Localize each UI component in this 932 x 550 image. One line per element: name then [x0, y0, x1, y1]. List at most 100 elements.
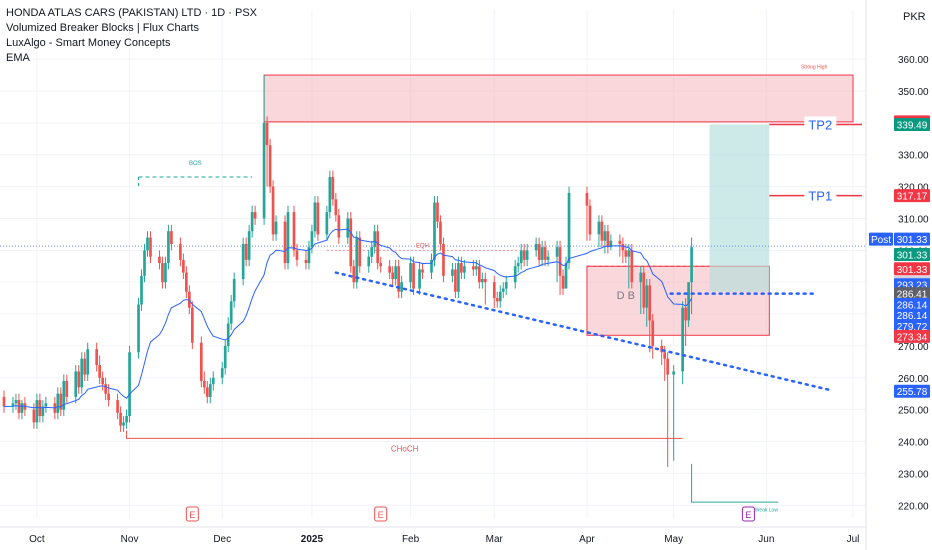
candle-body [262, 122, 266, 219]
candle-body [62, 380, 66, 410]
candle-body [83, 358, 87, 375]
candle-body [534, 243, 538, 251]
candle [265, 116, 269, 187]
price-label-value: 301.33 [897, 250, 928, 261]
candle-body [439, 221, 442, 244]
candle [639, 266, 643, 315]
price-label[interactable]: 317.17 [894, 189, 930, 203]
earnings-marker[interactable]: E [374, 506, 388, 522]
price-label[interactable]: 286.41 [894, 287, 930, 301]
candle-body [226, 323, 230, 346]
price-label[interactable]: 301.33 [894, 247, 930, 262]
earnings-box [741, 506, 755, 522]
candle-body [376, 231, 380, 264]
price-label[interactable]: 286.14 [894, 297, 930, 312]
candle-body [188, 291, 191, 308]
candle-body [328, 177, 332, 213]
candle-body [146, 237, 149, 251]
candle-body [167, 231, 170, 264]
candle-body [687, 282, 690, 321]
candle [199, 336, 203, 388]
candle-body [116, 400, 119, 413]
strong-high-label: Strong High [801, 65, 828, 71]
y-tick-label: 270.00 [898, 342, 929, 353]
candle [645, 279, 649, 327]
price-label-value: 279.72 [897, 322, 928, 333]
candle [352, 259, 356, 289]
candle-body [430, 259, 433, 273]
symbol-title[interactable]: HONDA ATLAS CARS (PAKISTAN) LTD · 1D · P… [6, 7, 258, 19]
candle [501, 282, 505, 299]
price-label-bg [894, 117, 930, 131]
price-label[interactable]: 279.72 [894, 319, 930, 333]
indicator-smc[interactable]: LuxAlgo - Smart Money Concepts [6, 37, 171, 49]
candle-body [388, 266, 391, 273]
price-label[interactable]: 301.33 Post [869, 232, 930, 247]
candle [400, 275, 403, 299]
y-tick-label: 320.00 [898, 183, 929, 194]
candle-body [603, 231, 607, 241]
candle [268, 138, 272, 193]
candle [202, 371, 206, 394]
y-tick-label: 260.00 [898, 374, 929, 385]
candle-body [161, 263, 164, 283]
candle-body [149, 237, 152, 257]
price-label[interactable]: 273.34 [894, 329, 930, 344]
price-label-bg [894, 319, 930, 333]
indicator-ema[interactable]: EMA [6, 52, 30, 64]
price-label[interactable]: 255.78 [894, 384, 930, 399]
candle-body [223, 345, 227, 369]
candle-body [684, 307, 687, 321]
candle-body [397, 266, 400, 292]
candle-body [367, 256, 371, 267]
candle [334, 192, 338, 222]
candle-body [621, 243, 625, 251]
choch-line [126, 430, 683, 439]
candle-body [370, 247, 374, 257]
price-label[interactable]: 339.49 [894, 117, 930, 132]
indicator-flux[interactable]: Volumized Breaker Blocks | Flux Charts [6, 22, 199, 34]
candle [376, 224, 380, 270]
earnings-box [374, 506, 388, 522]
x-tick-label: Dec [213, 534, 231, 545]
candle-body [543, 247, 547, 260]
x-tick-label: Feb [402, 534, 420, 545]
candle [86, 342, 90, 381]
candle-body [74, 371, 78, 397]
candle [328, 170, 332, 219]
price-label[interactable]: 286.14 [894, 308, 930, 323]
candle-body [164, 263, 167, 283]
y-tick-label: 230.00 [898, 469, 929, 480]
candle-body [244, 243, 248, 260]
price-label[interactable]: 301.33 [894, 262, 930, 276]
candle-body [250, 212, 254, 232]
candle-body [232, 279, 236, 302]
candle [208, 377, 212, 404]
candle-body [220, 368, 224, 378]
candle-body [522, 250, 526, 260]
candle [606, 224, 610, 254]
candle-body [32, 409, 36, 423]
candle-body [2, 396, 6, 407]
candle-body [666, 358, 670, 375]
y-tick-label: 360.00 [898, 55, 929, 66]
candle [185, 266, 188, 299]
candle-body [483, 279, 487, 283]
earnings-box [185, 506, 199, 522]
earnings-marker[interactable]: E [185, 506, 199, 522]
candle [349, 212, 353, 273]
candle-body [35, 400, 39, 423]
candle [516, 256, 520, 273]
candle-body [241, 243, 245, 279]
candle [642, 266, 646, 315]
candle [457, 256, 460, 299]
earnings-marker[interactable]: E [741, 506, 755, 522]
price-label-bg [894, 308, 930, 322]
candle-body [600, 221, 604, 241]
candle-body [585, 192, 589, 206]
price-label-bg [894, 247, 930, 261]
candle-body [104, 384, 107, 394]
x-tick-label: 2025 [301, 534, 324, 545]
candle [681, 301, 684, 385]
